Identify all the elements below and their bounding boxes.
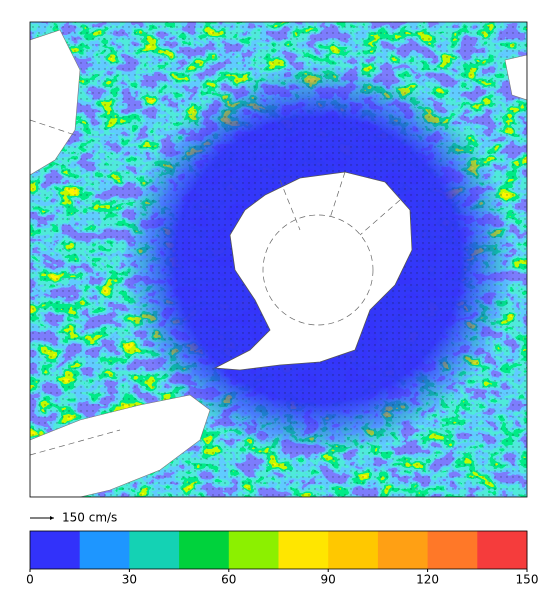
- map: [30, 22, 527, 497]
- land-africa: [30, 29, 81, 176]
- colorbar-tick-label: 30: [122, 573, 137, 587]
- colorbar-frame: [29, 530, 528, 570]
- colorbar-tick-label: 150: [516, 573, 539, 587]
- colorbar-bin: [377, 531, 429, 569]
- land-south-america: [30, 394, 211, 497]
- colorbar-tick-label: 0: [26, 573, 34, 587]
- land-antarctica: [213, 171, 413, 371]
- colorbar-tick-label: 120: [416, 573, 439, 587]
- colorbar-tick-label: 60: [221, 573, 236, 587]
- colorbar: 0 30 60 90 120 150: [26, 530, 539, 587]
- colorbar-bin: [79, 531, 130, 569]
- colorbar-bin: [278, 531, 329, 569]
- colorbar-bin: [477, 531, 528, 569]
- colorbar-tick-label: 90: [321, 573, 336, 587]
- colorbar-bin: [30, 531, 81, 569]
- map-frame: [29, 21, 528, 498]
- colorbar-bin: [179, 531, 230, 569]
- colorbar-bin: [228, 531, 279, 569]
- colorbar-bin: [427, 531, 478, 569]
- reference-arrow-head: [50, 516, 54, 520]
- colorbar-bin: [328, 531, 379, 569]
- graticule: [30, 119, 401, 456]
- colorbar-bin: [129, 531, 180, 569]
- reference-label: 150 cm/s: [62, 511, 117, 525]
- land-island: [504, 54, 527, 101]
